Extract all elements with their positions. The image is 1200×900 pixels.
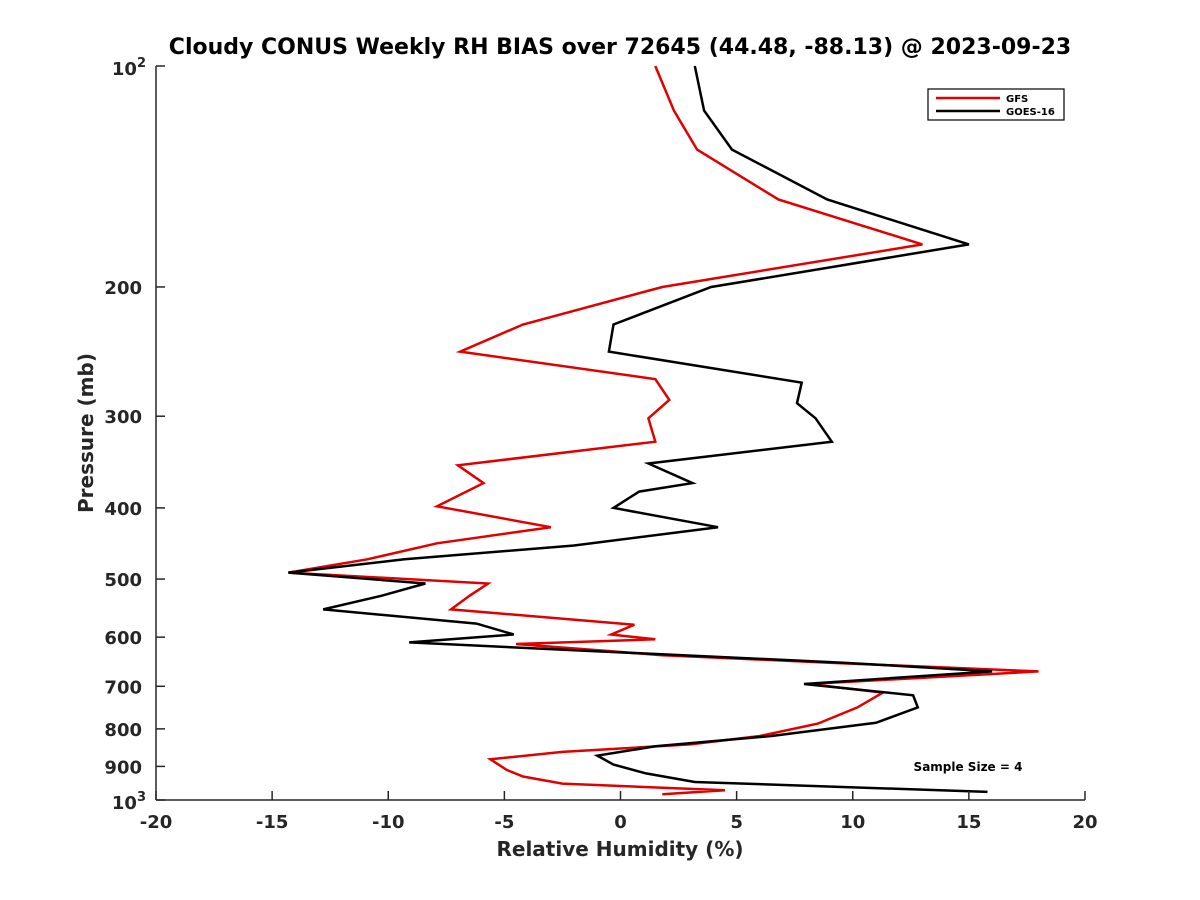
legend-label: GFS	[1006, 94, 1028, 105]
x-tick-label: -5	[494, 812, 514, 833]
y-tick-label: 500	[104, 570, 142, 591]
chart-title: Cloudy CONUS Weekly RH BIAS over 72645 (…	[169, 35, 1071, 60]
series-line-gfs	[288, 65, 1039, 796]
x-tick-label: 0	[614, 812, 627, 833]
x-axis-label: Relative Humidity (%)	[496, 837, 743, 861]
y-tick-label: 700	[104, 677, 142, 698]
legend-box	[927, 88, 1065, 121]
y-axis: 102 200 300 400 500 600 700 800 900 103	[104, 56, 165, 814]
x-tick-label: -10	[372, 812, 405, 833]
y-axis-label: Pressure (mb)	[74, 353, 98, 513]
legend-label: GOES-16	[1006, 107, 1055, 118]
x-tick-label: -15	[256, 812, 289, 833]
series-line-goes-16	[288, 65, 993, 794]
plot-area	[288, 65, 1039, 796]
sample-size-annotation: Sample Size = 4	[914, 760, 1023, 774]
x-tick-label: -20	[140, 812, 173, 833]
y-tick-label: 800	[104, 720, 142, 741]
legend: GFS GOES-16	[927, 88, 1065, 121]
y-tick-label: 103	[112, 790, 146, 814]
y-tick-label: 200	[104, 278, 142, 299]
y-tick-label: 400	[104, 499, 142, 520]
x-tick-label: 20	[1072, 812, 1097, 833]
y-tick-label: 900	[104, 757, 142, 778]
x-tick-label: 5	[730, 812, 743, 833]
y-tick-label: 300	[104, 407, 142, 428]
y-tick-label: 600	[104, 628, 142, 649]
x-axis: -20 -15 -10 -5 0 5 10 15 20	[140, 791, 1098, 833]
x-tick-label: 15	[956, 812, 981, 833]
y-tick-label: 102	[112, 56, 146, 80]
x-tick-label: 10	[840, 812, 865, 833]
